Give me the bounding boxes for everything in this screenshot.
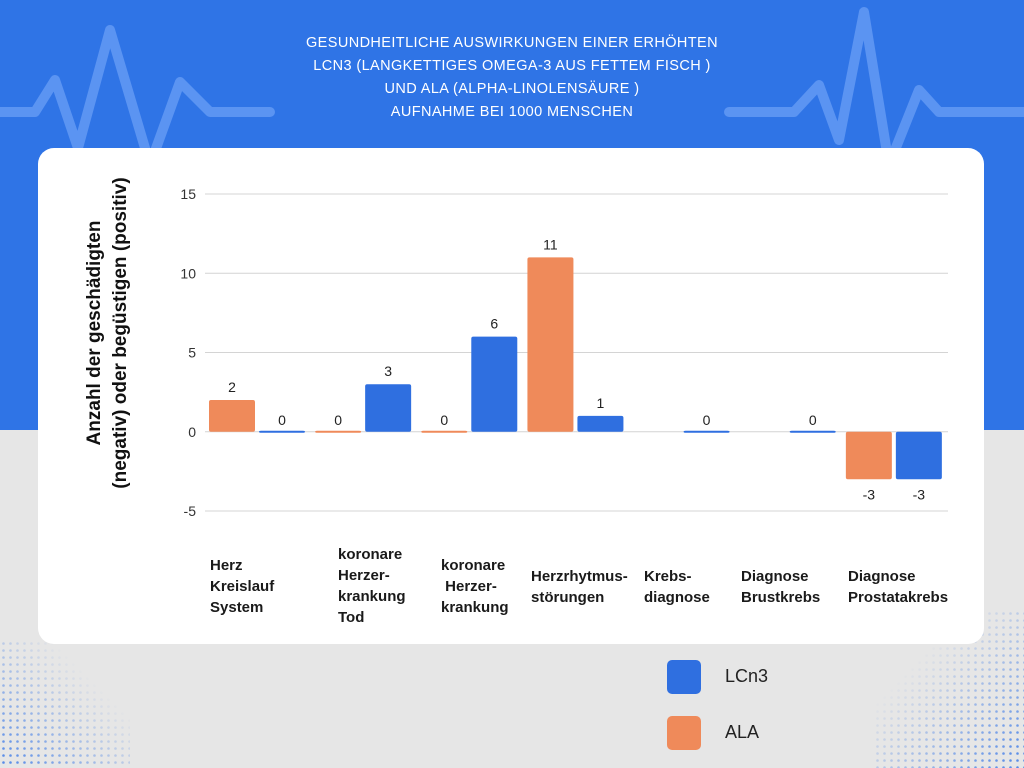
- y-tick-label: 15: [180, 186, 196, 202]
- x-category-label: Diagnose Prostatakrebs: [848, 566, 948, 608]
- data-label: 3: [384, 363, 392, 379]
- x-category-label: Herzrhytmus-störungen: [531, 566, 628, 608]
- y-tick-label: 5: [188, 345, 196, 361]
- data-label: 0: [703, 412, 711, 428]
- bar-ala: [527, 257, 574, 432]
- data-label: 0: [809, 412, 817, 428]
- bar-lcn3: [577, 415, 624, 432]
- y-tick-label: 0: [188, 424, 196, 440]
- x-category-label-line: Kreislauf: [210, 578, 275, 595]
- legend-label-ala: ALA: [725, 722, 760, 742]
- x-category-label-line: Herzer-: [338, 567, 390, 584]
- heartbeat-line-right-icon: [724, 7, 1024, 170]
- x-category-label-line: störungen: [531, 589, 605, 606]
- x-category-label: koronare Herzer-krankung: [441, 555, 509, 618]
- data-label: 6: [490, 316, 498, 332]
- bar-lcn3: [683, 430, 730, 433]
- legend-swatch-lcn3: [667, 660, 701, 694]
- x-category-label: koronare Herzer-krankung Tod: [338, 544, 406, 628]
- data-label: -3: [863, 486, 876, 502]
- x-category-label-line: Brustkrebs: [741, 589, 821, 606]
- x-category-label-line: diagnose: [644, 589, 710, 606]
- bar-lcn3: [471, 336, 518, 432]
- x-category-label-line: krankung: [338, 588, 406, 605]
- y-tick-label: 10: [180, 265, 196, 281]
- title-line: GESUNDHEITLICHE AUSWIRKUNGEN EINER ERHÖH…: [306, 35, 718, 51]
- chart-title: GESUNDHEITLICHE AUSWIRKUNGEN EINER ERHÖH…: [200, 32, 824, 124]
- bar-ala: [421, 430, 468, 433]
- title-line: AUFNAHME BEI 1000 MENSCHEN: [390, 104, 634, 120]
- x-category-label-line: Herz: [210, 557, 243, 574]
- x-category-label-line: koronare: [441, 557, 506, 574]
- bar-ala: [315, 430, 362, 433]
- bar-lcn3: [365, 384, 412, 432]
- x-category-label-line: Tod: [338, 609, 365, 626]
- bar-lcn3: [789, 430, 836, 433]
- title-line: UND ALA (ALPHA-LINOLENSÄURE ): [384, 81, 640, 97]
- x-category-label-line: Herzrhytmus-: [531, 568, 628, 585]
- x-category-label-line: Diagnose: [741, 568, 809, 585]
- y-axis-label-line: Anzahl der geschädigten: [84, 220, 105, 446]
- dot-pattern-left-icon: [0, 640, 130, 768]
- data-label: -3: [913, 486, 926, 502]
- x-category-label-line: Krebs-: [644, 568, 692, 585]
- title-line: LCN3 (LANGKETTIGES OMEGA-3 AUS FETTEM FI…: [313, 58, 711, 74]
- x-category-label: Krebs-diagnose: [644, 566, 710, 608]
- bar-ala: [209, 400, 255, 432]
- x-category-label-line: Herzer-: [441, 578, 497, 595]
- data-label: 1: [597, 395, 605, 411]
- x-category-label-line: Prostatakrebs: [848, 589, 949, 606]
- bar-ala: [845, 431, 892, 480]
- bar-lcn3: [895, 431, 942, 480]
- heartbeat-line-left-icon: [0, 25, 275, 170]
- x-category-label: Diagnose Brustkrebs: [741, 566, 820, 608]
- legend-swatch-ala: [667, 716, 701, 750]
- x-category-label-line: Diagnose: [848, 568, 916, 585]
- y-axis-label-line: (negativ) oder begüstigen (positiv): [110, 177, 131, 489]
- y-tick-label: -5: [184, 503, 197, 519]
- bar-lcn3: [259, 430, 305, 433]
- data-label: 2: [228, 379, 236, 395]
- data-label: 11: [543, 236, 558, 252]
- x-category-label-line: krankung: [441, 599, 509, 616]
- data-label: 0: [278, 412, 286, 428]
- x-category-label: Herz Kreislauf System: [210, 555, 274, 618]
- data-label: 0: [334, 412, 342, 428]
- data-label: 0: [440, 412, 448, 428]
- legend-label-lcn3: LCn3: [725, 666, 769, 686]
- x-category-label-line: koronare: [338, 546, 403, 563]
- x-category-label-line: System: [210, 599, 264, 616]
